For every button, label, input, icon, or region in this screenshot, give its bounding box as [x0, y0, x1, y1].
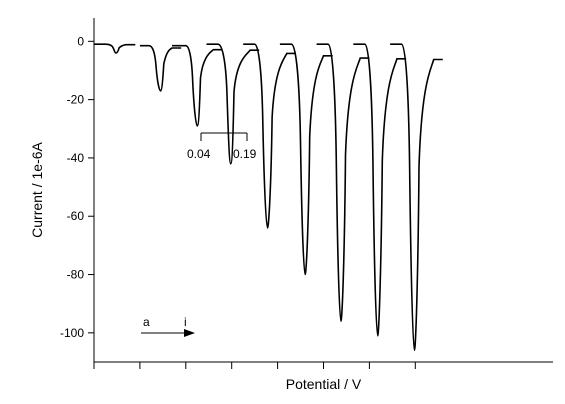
trend-arrow-end-label: i: [184, 315, 187, 329]
x-axis-label: Potential / V: [286, 376, 362, 392]
trend-arrow: a i: [141, 315, 195, 337]
y-tick-label: -20: [67, 93, 85, 107]
curve-a: [94, 43, 136, 54]
curve-e: [243, 43, 296, 229]
y-tick-label: -80: [67, 268, 85, 282]
y-tick-label: 0: [77, 34, 84, 48]
curve-f: [279, 43, 333, 276]
trend-arrow-start-label: a: [143, 315, 150, 329]
y-tick-label: -60: [67, 209, 85, 223]
scale-bar-right-label: 0.19: [233, 147, 257, 161]
curve-h: [353, 43, 407, 337]
x-axis-ticks: [93, 362, 416, 369]
y-tick-label: -40: [67, 151, 85, 165]
scale-bar: 0.04 0.19: [187, 132, 257, 161]
curve-g: [316, 43, 370, 323]
y-axis-ticks: 0 -20 -40 -60 -80 -100: [60, 34, 94, 340]
y-axis-label: Current / 1e-6A: [29, 141, 45, 237]
curve-i: [390, 43, 443, 352]
curve-d: [206, 43, 260, 165]
y-tick-label: -100: [60, 326, 84, 340]
trend-arrow-head: [184, 329, 195, 337]
curve-c: [172, 44, 223, 127]
curve-b: [139, 44, 182, 92]
scale-bar-left-label: 0.04: [187, 147, 211, 161]
voltammetry-curves: [94, 43, 443, 352]
